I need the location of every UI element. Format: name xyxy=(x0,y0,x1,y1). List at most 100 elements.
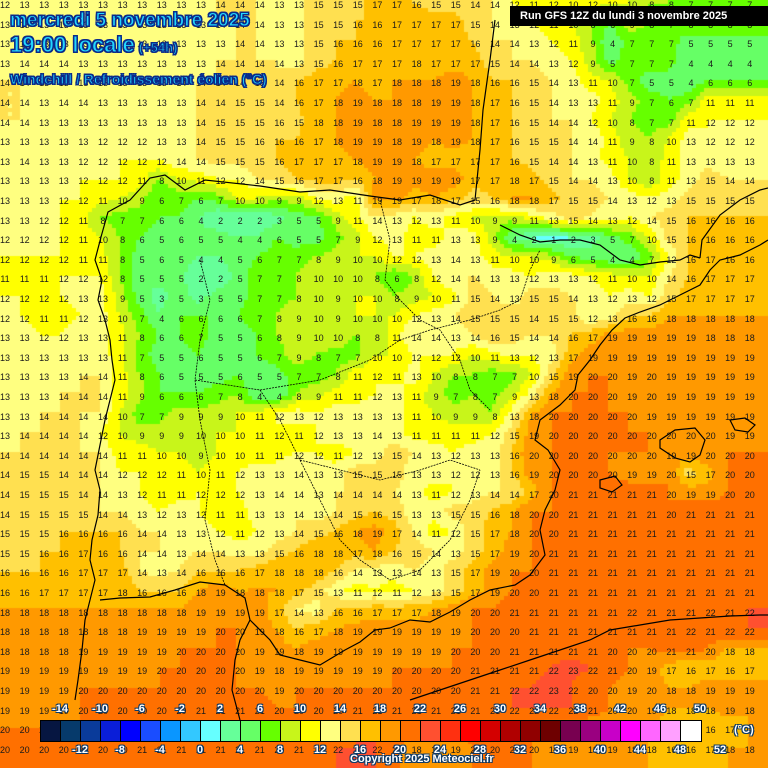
grid-value: 16 xyxy=(293,78,304,89)
grid-value: 13 xyxy=(19,176,30,187)
grid-value: 17 xyxy=(411,196,422,206)
grid-value: 21 xyxy=(215,705,226,716)
grid-value: 17 xyxy=(489,137,500,148)
grid-value: 4 xyxy=(198,215,204,226)
grid-value: 18 xyxy=(0,646,10,657)
grid-value: 14 xyxy=(39,431,50,442)
grid-value: 8 xyxy=(139,333,145,344)
grid-value: 15 xyxy=(470,509,481,520)
grid-value: 12 xyxy=(195,490,206,500)
grid-value: 12 xyxy=(548,39,559,50)
grid-value: 12 xyxy=(235,490,246,500)
grid-value: 17 xyxy=(352,548,363,559)
grid-value: 22 xyxy=(744,607,755,618)
grid-value: 13 xyxy=(293,19,304,30)
grid-value: 11 xyxy=(588,78,598,89)
grid-value: 4 xyxy=(610,39,616,50)
grid-value: 17 xyxy=(744,666,755,677)
grid-value: 4 xyxy=(257,392,263,402)
grid-value: 21 xyxy=(470,666,481,677)
grid-value: 20 xyxy=(470,607,481,618)
grid-value: 20 xyxy=(744,490,755,500)
grid-value: 10 xyxy=(333,333,344,344)
grid-value: 12 xyxy=(78,176,89,187)
grid-value: 18 xyxy=(156,607,167,618)
grid-value: 20 xyxy=(235,627,246,638)
grid-value: 20 xyxy=(607,431,618,442)
grid-value: 21 xyxy=(313,744,324,755)
grid-value: 18 xyxy=(333,117,344,128)
grid-value: 12 xyxy=(137,137,148,148)
grid-value: 16 xyxy=(97,529,108,540)
grid-value: 21 xyxy=(725,509,736,520)
grid-value: 16 xyxy=(411,0,422,10)
grid-value: 16 xyxy=(685,254,696,265)
grid-value: 16 xyxy=(293,98,304,108)
grid-value: 20 xyxy=(78,686,89,696)
grid-value: 6 xyxy=(727,78,733,89)
grid-value: 13 xyxy=(235,548,246,559)
grid-value: 20 xyxy=(509,588,520,598)
grid-value: 21 xyxy=(548,646,559,657)
grid-value: 7 xyxy=(335,352,341,363)
grid-value: 17 xyxy=(78,548,89,559)
grid-value: 10 xyxy=(568,0,579,10)
grid-value: 14 xyxy=(587,176,598,187)
grid-value: 21 xyxy=(509,666,520,677)
grid-value: 14 xyxy=(568,137,579,148)
grid-value: 17 xyxy=(431,19,442,30)
grid-value: 21 xyxy=(607,666,618,677)
grid-value: 11 xyxy=(705,98,716,108)
grid-value: 14 xyxy=(431,548,442,559)
grid-value: 19 xyxy=(254,607,265,618)
grid-value: 14 xyxy=(646,215,657,226)
grid-value: 16 xyxy=(333,39,344,50)
grid-value: 15 xyxy=(39,470,50,481)
grid-value: 8 xyxy=(159,176,165,187)
grid-value: 15 xyxy=(19,470,30,481)
grid-value: 14 xyxy=(470,274,481,285)
grid-value: 13 xyxy=(489,450,500,461)
grid-value: 8 xyxy=(276,333,282,344)
grid-value: 12 xyxy=(431,352,442,363)
grid-value: 12 xyxy=(78,313,89,324)
grid-value: 12 xyxy=(548,0,559,10)
grid-value: 13 xyxy=(117,490,128,500)
legend-swatch xyxy=(681,721,701,741)
grid-value: 14 xyxy=(58,392,69,402)
grid-value: 5 xyxy=(708,39,714,50)
grid-value: 14 xyxy=(548,98,559,108)
grid-value: 18 xyxy=(352,529,363,540)
grid-value: 20 xyxy=(235,646,246,657)
grid-value: 13 xyxy=(293,411,304,422)
grid-value: 14 xyxy=(58,411,69,422)
grid-value: 13 xyxy=(372,568,383,579)
grid-value: 13 xyxy=(39,156,50,167)
grid-value: 13 xyxy=(313,470,324,481)
grid-value: 21 xyxy=(587,529,598,540)
grid-value: 8 xyxy=(237,392,243,402)
grid-value: 20 xyxy=(176,705,187,716)
grid-value: 17 xyxy=(391,0,402,10)
grid-value: 21 xyxy=(685,607,696,618)
grid-value: 16 xyxy=(156,588,167,598)
grid-value: 14 xyxy=(274,490,285,500)
grid-value: 13 xyxy=(450,333,461,344)
grid-value: 12 xyxy=(117,137,128,148)
grid-value: 17 xyxy=(744,294,755,304)
legend-tick-label: 8 xyxy=(276,744,284,756)
legend-swatch xyxy=(41,721,61,741)
grid-value: 11 xyxy=(98,254,108,265)
grid-value: 18 xyxy=(411,744,422,755)
grid-value: 19 xyxy=(627,686,638,696)
grid-value: 14 xyxy=(215,98,226,108)
grid-value: 12 xyxy=(411,215,422,226)
grid-value: 10 xyxy=(117,411,128,422)
grid-value: 20 xyxy=(587,411,598,422)
grid-value: 14 xyxy=(293,529,304,540)
grid-value: 19 xyxy=(431,117,442,128)
grid-value: 12 xyxy=(58,274,69,285)
grid-value: 14 xyxy=(97,509,108,520)
grid-value: 18 xyxy=(372,117,383,128)
grid-value: 18 xyxy=(666,705,677,716)
